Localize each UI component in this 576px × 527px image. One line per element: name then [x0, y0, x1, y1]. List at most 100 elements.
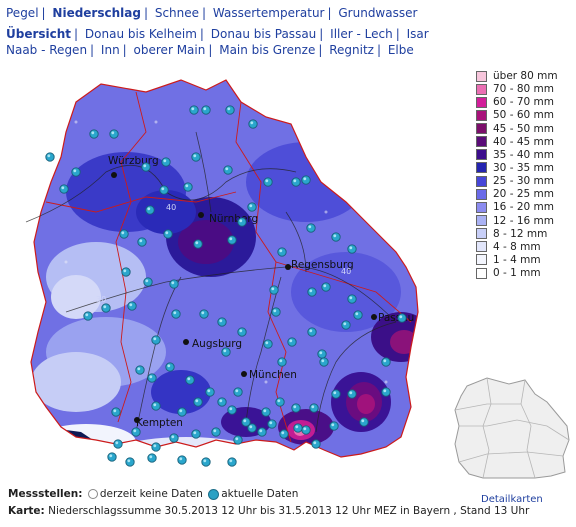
nav-region-donau-passau[interactable]: Donau bis Passau: [210, 27, 317, 41]
station-marker[interactable]: [347, 244, 357, 254]
station-marker[interactable]: [183, 182, 193, 192]
station-marker[interactable]: [257, 427, 267, 437]
detail-maps-link[interactable]: Detailkarten: [481, 494, 543, 505]
station-marker[interactable]: [309, 403, 319, 413]
station-marker[interactable]: [307, 327, 317, 337]
station-marker[interactable]: [381, 387, 391, 397]
station-marker[interactable]: [193, 239, 203, 249]
station-marker[interactable]: [233, 435, 243, 445]
station-marker[interactable]: [211, 427, 221, 437]
station-marker[interactable]: [185, 375, 195, 385]
station-marker[interactable]: [277, 357, 287, 367]
station-marker[interactable]: [317, 349, 327, 359]
station-marker[interactable]: [237, 217, 247, 227]
station-marker[interactable]: [277, 247, 287, 257]
station-marker[interactable]: [291, 403, 301, 413]
station-marker[interactable]: [301, 425, 311, 435]
nav-region-oberer-main[interactable]: oberer Main: [133, 43, 206, 57]
nav-region-regnitz[interactable]: Regnitz: [329, 43, 374, 57]
station-marker[interactable]: [329, 421, 339, 431]
nav-schnee[interactable]: Schnee: [154, 6, 200, 20]
station-marker[interactable]: [163, 229, 173, 239]
station-marker[interactable]: [248, 119, 258, 129]
nav-region-iller-lech[interactable]: Iller - Lech: [330, 27, 393, 41]
station-marker[interactable]: [217, 397, 227, 407]
station-marker[interactable]: [159, 185, 169, 195]
station-marker[interactable]: [353, 310, 363, 320]
station-marker[interactable]: [221, 347, 231, 357]
station-marker[interactable]: [397, 313, 407, 323]
station-marker[interactable]: [269, 285, 279, 295]
station-marker[interactable]: [287, 337, 297, 347]
station-marker[interactable]: [263, 339, 273, 349]
station-marker[interactable]: [341, 320, 351, 330]
station-marker[interactable]: [267, 419, 277, 429]
station-marker[interactable]: [261, 407, 271, 417]
station-marker[interactable]: [131, 427, 141, 437]
station-marker[interactable]: [279, 429, 289, 439]
station-marker[interactable]: [227, 235, 237, 245]
station-marker[interactable]: [107, 452, 117, 462]
station-marker[interactable]: [165, 362, 175, 372]
station-marker[interactable]: [331, 389, 341, 399]
station-marker[interactable]: [301, 175, 311, 185]
station-marker[interactable]: [151, 442, 161, 452]
station-marker[interactable]: [169, 433, 179, 443]
station-marker[interactable]: [347, 389, 357, 399]
nav-region-donau-kelheim[interactable]: Donau bis Kelheim: [84, 27, 197, 41]
station-marker[interactable]: [247, 202, 257, 212]
station-marker[interactable]: [227, 457, 237, 467]
station-marker[interactable]: [119, 229, 129, 239]
station-marker[interactable]: [233, 387, 243, 397]
station-marker[interactable]: [151, 335, 161, 345]
station-marker[interactable]: [171, 309, 181, 319]
station-marker[interactable]: [59, 184, 69, 194]
station-marker[interactable]: [193, 397, 203, 407]
nav-region-elbe[interactable]: Elbe: [387, 43, 414, 57]
station-marker[interactable]: [217, 317, 227, 327]
station-marker[interactable]: [169, 279, 179, 289]
station-marker[interactable]: [45, 152, 55, 162]
station-marker[interactable]: [147, 373, 157, 383]
station-marker[interactable]: [189, 105, 199, 115]
nav-pegel[interactable]: Pegel: [6, 6, 39, 20]
station-marker[interactable]: [271, 307, 281, 317]
station-marker[interactable]: [113, 439, 123, 449]
station-marker[interactable]: [147, 453, 157, 463]
station-marker[interactable]: [141, 162, 151, 172]
station-marker[interactable]: [111, 407, 121, 417]
nav-wassertemperatur[interactable]: Wassertemperatur: [212, 6, 325, 20]
station-marker[interactable]: [83, 311, 93, 321]
station-marker[interactable]: [263, 177, 273, 187]
station-marker[interactable]: [275, 397, 285, 407]
station-marker[interactable]: [359, 417, 369, 427]
station-marker[interactable]: [127, 301, 137, 311]
station-marker[interactable]: [293, 423, 303, 433]
station-marker[interactable]: [191, 429, 201, 439]
bavaria-overview-map[interactable]: [447, 374, 572, 484]
nav-grundwasser[interactable]: Grundwasser: [338, 6, 418, 20]
station-marker[interactable]: [101, 303, 111, 313]
station-marker[interactable]: [161, 157, 171, 167]
station-marker[interactable]: [177, 407, 187, 417]
station-marker[interactable]: [199, 309, 209, 319]
station-marker[interactable]: [311, 439, 321, 449]
station-marker[interactable]: [331, 232, 341, 242]
station-marker[interactable]: [121, 267, 131, 277]
station-marker[interactable]: [125, 457, 135, 467]
station-marker[interactable]: [306, 223, 316, 233]
station-marker[interactable]: [381, 357, 391, 367]
station-marker[interactable]: [227, 405, 237, 415]
station-marker[interactable]: [137, 237, 147, 247]
station-marker[interactable]: [347, 294, 357, 304]
precipitation-map[interactable]: Würzburg Nürnberg Regensburg Passau Augs…: [6, 62, 424, 486]
station-marker[interactable]: [319, 357, 329, 367]
station-marker[interactable]: [177, 455, 187, 465]
station-marker[interactable]: [201, 105, 211, 115]
station-marker[interactable]: [191, 152, 201, 162]
nav-region-main-grenze[interactable]: Main bis Grenze: [219, 43, 316, 57]
station-marker[interactable]: [225, 105, 235, 115]
nav-region-isar[interactable]: Isar: [406, 27, 429, 41]
station-marker[interactable]: [247, 423, 257, 433]
station-marker[interactable]: [307, 287, 317, 297]
